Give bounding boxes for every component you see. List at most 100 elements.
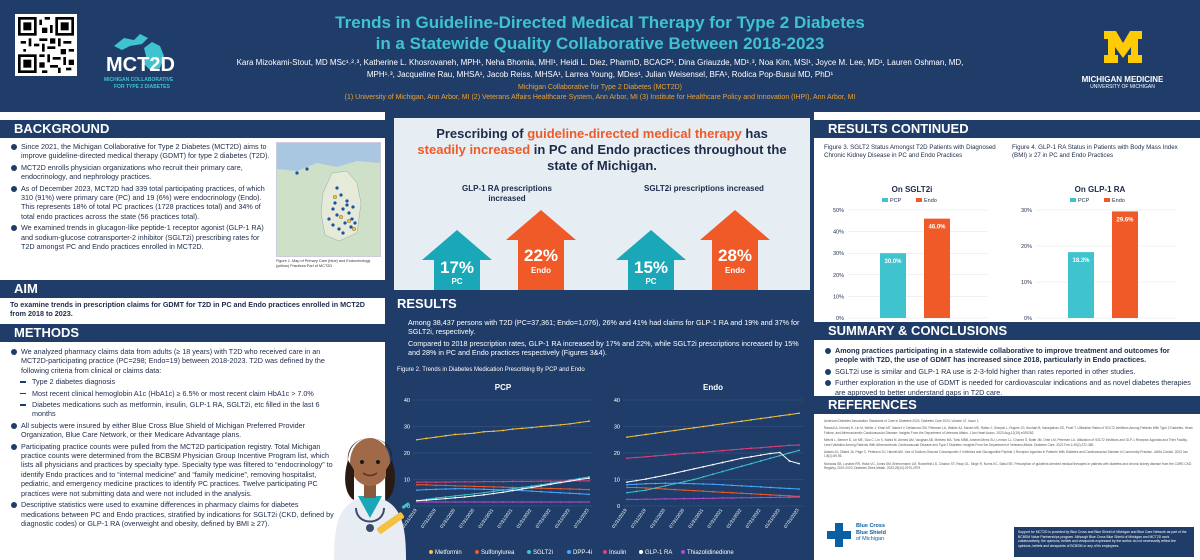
series-point-sglt2i: [635, 490, 638, 493]
series-point-glp-1-ra: [511, 489, 514, 492]
series-point-glp-1-ra: [530, 486, 533, 489]
series-point-sglt2i: [798, 449, 800, 452]
series-point-glp-1-ra: [549, 483, 552, 486]
results-continued-heading: RESULTS CONTINUED: [814, 120, 1200, 138]
methods-bullet-2: All subjects were insured by either Blue…: [10, 421, 335, 440]
series-point-insulin: [454, 480, 457, 483]
bar-endo: [1112, 211, 1138, 318]
series-point-metformin: [702, 425, 705, 428]
headline-post: in PC and Endo practices throughout the …: [530, 142, 787, 173]
series-point-insulin: [540, 480, 543, 482]
bar-pcp: [1068, 252, 1094, 318]
series-point-insulin: [664, 454, 667, 457]
series-point-metformin: [645, 433, 648, 436]
reference-4: Adams AJ, Dillard JA, Page C, Peterson D…: [824, 450, 1188, 459]
x-tick-label: 07/31/2022: [745, 507, 762, 529]
series-point-thiazolidinedione: [502, 501, 504, 503]
series-point-sulfonylurea: [740, 492, 743, 495]
series-point-sglt2i: [492, 490, 495, 493]
michigan-medicine-name: MICHIGAN MEDICINE: [1081, 75, 1164, 84]
series-point-sglt2i: [702, 475, 705, 478]
qr-code[interactable]: [15, 14, 77, 76]
series-point-thiazolidinedione: [511, 501, 514, 503]
sglt-endo-value: 28%: [717, 246, 753, 265]
series-point-dpp-4i: [778, 487, 781, 489]
series-point-glp-1-ra: [521, 488, 524, 490]
series-point-sulfonylurea: [454, 484, 457, 487]
series-point-glp-1-ra: [463, 496, 466, 498]
series-point-sulfonylurea: [425, 483, 428, 486]
y-tick-label: 40%: [833, 230, 844, 236]
series-point-sglt2i: [664, 484, 667, 487]
bcbs-name-line3: of Michigan: [856, 536, 885, 542]
mct2d-subtitle-2: FOR TYPE 2 DIABETES: [114, 84, 170, 90]
y-tick-label: 0: [407, 504, 410, 510]
series-point-glp-1-ra: [731, 459, 734, 462]
series-point-dpp-4i: [798, 488, 800, 490]
series-point-thiazolidinedione: [731, 497, 734, 499]
up-arrow-teal-icon: [422, 230, 492, 290]
x-tick-label: 01/31/2022: [725, 507, 742, 529]
series-point-sglt2i: [473, 492, 476, 495]
bar-chart-title: On GLP-1 RA: [1075, 185, 1126, 194]
series-point-glp-1-ra: [435, 498, 438, 501]
series-point-thiazolidinedione: [435, 501, 438, 503]
series-point-sglt2i: [435, 497, 438, 499]
series-point-sulfonylurea: [750, 492, 753, 495]
series-point-sulfonylurea: [731, 491, 734, 494]
headline-pre: Prescribing of: [436, 126, 528, 141]
series-point-insulin: [435, 481, 438, 484]
mct2d-logo: MCT2D MICHIGAN COLLABORATIVE FOR TYPE 2 …: [100, 24, 220, 94]
series-point-insulin: [425, 481, 428, 484]
series-point-dpp-4i: [588, 493, 590, 496]
series-point-metformin: [416, 438, 418, 441]
bar-value-label: 30.0%: [884, 259, 902, 265]
aim-heading: AIM: [0, 280, 385, 298]
series-point-thiazolidinedione: [559, 501, 562, 503]
poster-header: [0, 0, 1200, 112]
series-point-insulin: [473, 480, 476, 483]
x-tick-label: 01/31/2022: [515, 507, 532, 529]
author-list: Kara Mizokami-Stout, MD MSc¹˒²˒³, Kather…: [236, 58, 964, 79]
series-point-glp-1-ra: [712, 463, 714, 466]
series-point-thiazolidinedione: [454, 501, 457, 503]
series-point-sulfonylurea: [769, 493, 772, 496]
x-tick-label: 07/31/2023: [573, 507, 590, 529]
series-point-thiazolidinedione: [664, 497, 667, 500]
methods-heading: METHODS: [0, 324, 385, 342]
sglt-pc-label: PC: [645, 277, 657, 286]
series-point-dpp-4i: [463, 487, 466, 490]
background-bullet-4: We examined trends in glucagon-like pept…: [10, 223, 274, 251]
series-point-sulfonylurea: [473, 485, 476, 488]
clinician-illustration: [320, 400, 420, 560]
series-point-thiazolidinedione: [549, 501, 552, 503]
affiliations: Michigan Collaborative for Type 2 Diabet…: [230, 83, 970, 103]
series-point-insulin: [559, 480, 562, 482]
series-point-metformin: [492, 430, 495, 433]
line-chart-title: Endo: [703, 383, 723, 392]
org-name: Michigan Collaborative for Type 2 Diabet…: [517, 84, 683, 91]
series-point-insulin: [463, 480, 466, 483]
series-point-metformin: [769, 416, 772, 419]
series-point-insulin: [683, 452, 686, 455]
series-point-sglt2i: [759, 460, 762, 462]
series-point-dpp-4i: [645, 482, 648, 485]
bar-value-label: 18.3%: [1072, 258, 1090, 264]
series-point-thiazolidinedione: [788, 496, 791, 499]
series-point-insulin: [416, 481, 418, 484]
glp-endo-label: Endo: [531, 266, 551, 275]
series-point-dpp-4i: [721, 483, 724, 486]
summary-bullet-3: Further exploration in the use of GDMT i…: [824, 378, 1194, 397]
x-tick-label: 01/31/2021: [477, 507, 494, 529]
series-point-sglt2i: [740, 465, 743, 468]
legend-marker-insulin: [603, 550, 607, 554]
series-point-glp-1-ra: [568, 480, 571, 482]
x-tick-label: 07/31/2019: [630, 507, 647, 529]
results-panel: RESULTS Among 38,437 persons with T2D (P…: [387, 290, 812, 560]
glp-pc-value: 17%: [439, 258, 475, 277]
legend-marker-sulfonylurea: [475, 550, 479, 554]
series-point-metformin: [635, 434, 638, 437]
series-point-insulin: [549, 480, 552, 482]
series-point-dpp-4i: [502, 488, 504, 491]
series-point-dpp-4i: [473, 488, 476, 490]
